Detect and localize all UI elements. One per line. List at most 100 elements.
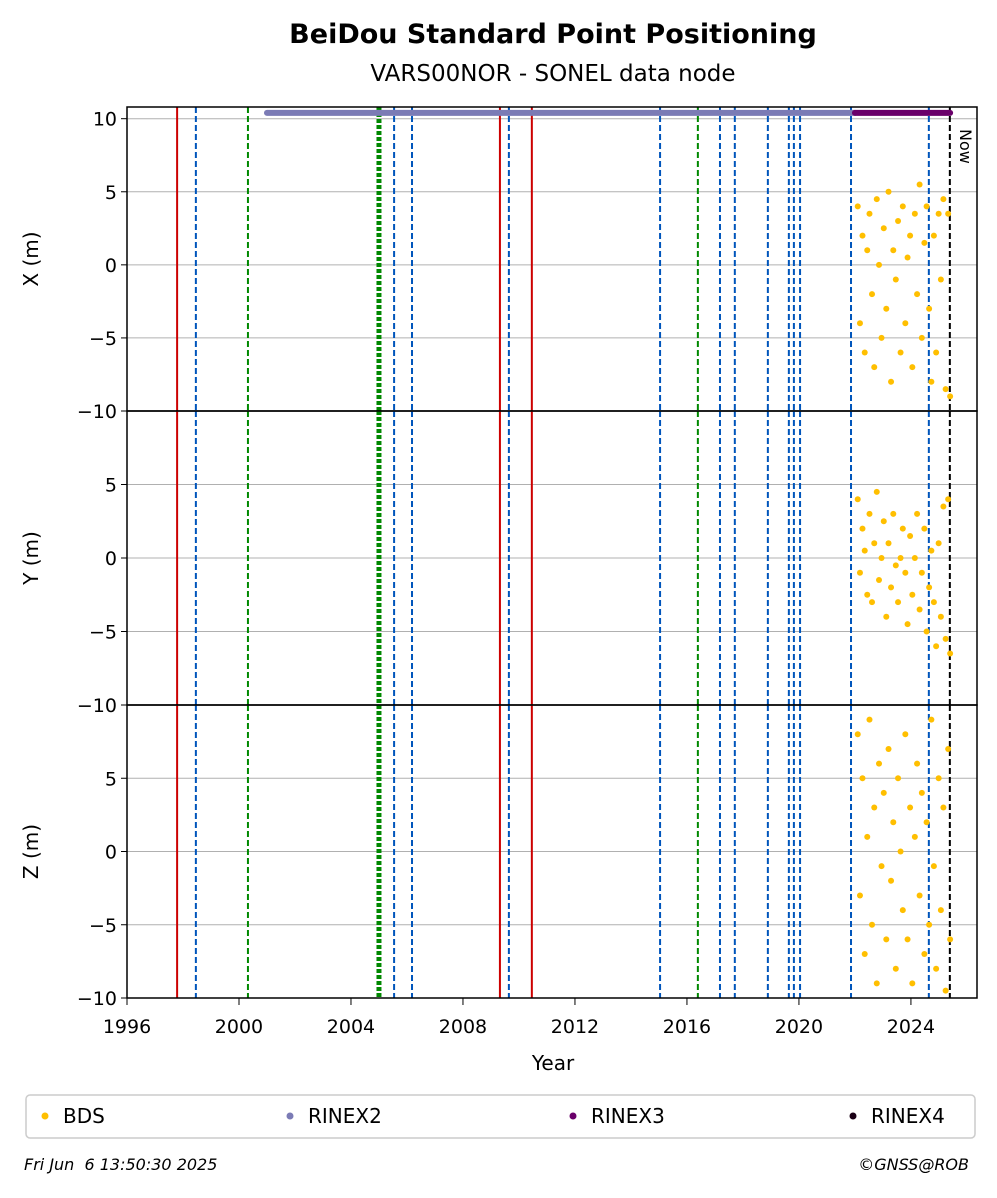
legend-marker [286,1112,294,1120]
bds-point [942,386,949,393]
bds-point [907,232,914,239]
footer-credit: ©GNSS@ROB [858,1155,969,1174]
bds-point [856,569,863,576]
chart-subtitle: VARS00NOR - SONEL data node [370,61,735,87]
bds-point [878,555,885,561]
bds-point [930,232,937,239]
now-label: Now [956,129,975,164]
legend-marker [849,1112,857,1120]
y-tick-label: −5 [89,328,117,350]
bds-point [909,980,916,987]
bds-point [878,863,885,870]
y-axis-label: Y (m) [19,531,43,586]
bds-point [933,643,940,650]
bds-point [856,320,863,327]
bds-point [869,921,876,928]
x-axis-label: Year [531,1051,575,1075]
bds-point [909,364,916,371]
legend-label: RINEX4 [871,1104,945,1128]
bds-point [885,745,892,752]
bds-point [890,819,897,826]
y-tick-label: 0 [105,548,117,570]
bds-point [895,599,902,606]
bds-point [861,547,868,554]
bds-point [869,599,876,606]
bds-point [918,569,925,576]
bds-point [921,239,928,246]
bds-point [926,584,933,591]
bds-point [859,775,866,782]
bds-point [945,496,952,503]
bds-point [895,775,902,782]
bds-point [871,804,878,811]
bds-point [907,532,914,539]
bds-point [873,488,880,495]
bds-point [916,181,923,188]
bds-point [899,525,906,532]
bds-point [883,305,890,312]
bds-point [899,907,906,914]
bds-point [864,247,871,254]
bds-point [890,510,897,517]
bds-point [930,863,937,870]
bds-point [895,218,902,224]
x-tick-label: 2024 [887,1016,935,1038]
y-tick-label: 5 [105,768,117,790]
bds-point [937,613,944,620]
y-tick-label: 0 [105,842,117,864]
x-tick-label: 2004 [327,1016,375,1038]
bds-point [911,555,918,561]
bds-point [873,980,880,987]
y-tick-label: 5 [105,182,117,204]
y-tick-label: −5 [89,622,117,644]
bds-point [947,393,954,400]
bds-point [861,349,868,356]
legend [25,1094,976,1139]
bds-point [930,599,937,606]
bds-point [933,349,940,356]
legend-marker [41,1112,49,1120]
bds-point [854,496,861,503]
bds-point [945,745,952,752]
bds-point [859,232,866,239]
bds-point [876,577,883,584]
bds-point [921,525,928,532]
bds-point [880,518,887,525]
bds-point [918,334,925,341]
y-tick-label: −10 [77,695,117,717]
bds-point [902,569,909,576]
bds-point [859,525,866,532]
bds-point [914,510,921,517]
bds-point [935,210,942,217]
bds-point [947,936,954,943]
bds-point [911,833,918,840]
bds-point [883,613,890,620]
x-tick-label: 2012 [551,1016,599,1038]
bds-point [899,203,906,210]
y-tick-label: −5 [89,915,117,937]
bds-point [885,540,892,547]
bds-point [937,907,944,914]
bds-point [921,951,928,958]
bds-point [942,987,949,994]
bds-point [940,804,947,811]
bds-point [888,877,895,884]
bds-point [937,276,944,283]
bds-point [914,760,921,767]
bds-point [909,591,916,598]
bds-point [890,247,897,254]
bds-point [928,547,935,554]
bds-point [916,892,923,899]
legend-label: RINEX3 [591,1104,665,1128]
y-axis-label: X (m) [19,231,43,286]
bds-point [928,716,935,723]
bds-point [892,562,899,569]
bds-point [869,291,876,298]
bds-point [926,305,933,312]
bds-point [914,291,921,298]
bds-point [935,775,942,782]
y-tick-label: 0 [105,255,117,277]
bds-point [907,804,914,811]
